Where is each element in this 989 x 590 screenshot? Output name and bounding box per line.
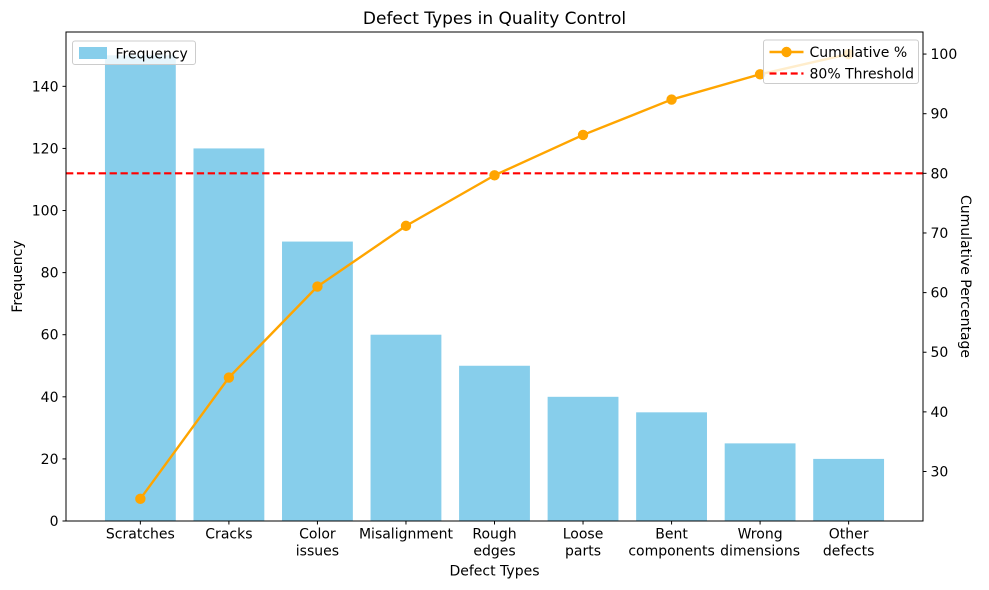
- y-left-tick-label: 0: [50, 514, 59, 530]
- y-left-tick-label: 80: [41, 266, 59, 282]
- legend-frequency-swatch: [79, 47, 107, 59]
- bar-cracks: [193, 148, 265, 521]
- legend-cumulative: Cumulative % 80% Threshold: [763, 39, 919, 84]
- legend-frequency-label: Frequency: [116, 47, 188, 63]
- legend-cumulative-marker-sample: [781, 46, 792, 58]
- y-right-tick-label: 60: [931, 286, 949, 302]
- cumulative-marker-wrong-dimensions: [754, 69, 766, 80]
- x-tick-label-loose-parts: Loose parts: [563, 527, 604, 560]
- cumulative-marker-misalignment: [400, 220, 412, 232]
- x-tick-label-rough-edges: Rough edges: [472, 527, 516, 560]
- cumulative-marker-rough-edges: [489, 170, 500, 181]
- x-axis-label: Defect Types: [449, 564, 539, 580]
- y-left-tick-label: 20: [41, 452, 59, 468]
- y-left-tick-label: 60: [41, 328, 59, 344]
- chart-title: Defect Types in Quality Control: [363, 9, 626, 29]
- x-tick-label-misalignment: Misalignment: [359, 527, 454, 543]
- y-right-tick-label: 80: [931, 166, 949, 182]
- bar-bent-components: [636, 412, 707, 521]
- bar-wrong-dimensions: [724, 443, 796, 521]
- cumulative-markers: [135, 48, 854, 505]
- y-right-tick-label: 90: [931, 107, 949, 123]
- bar-rough-edges: [459, 365, 530, 521]
- y-left-tick-label: 140: [32, 79, 59, 95]
- y-right-tick-label: 70: [931, 226, 949, 242]
- y-axis-label-left: Frequency: [10, 240, 26, 312]
- cumulative-marker-loose-parts: [577, 129, 589, 141]
- y-left-tick-label: 100: [32, 204, 59, 220]
- cumulative-marker-bent-components: [666, 94, 677, 105]
- bar-loose-parts: [547, 396, 619, 521]
- y-left-tick-label: 40: [41, 390, 59, 406]
- y-axis-label-right: Cumulative Percentage: [957, 195, 973, 358]
- bar-misalignment: [370, 334, 442, 521]
- cumulative-marker-scratches: [135, 493, 146, 505]
- cumulative-marker-color-issues: [312, 281, 323, 292]
- cumulative-marker-cracks: [223, 372, 235, 383]
- legend-threshold-label: 80% Threshold: [810, 67, 915, 83]
- y-right-tick-label: 50: [931, 345, 949, 361]
- y-right-tick-label: 100: [931, 47, 958, 63]
- y-right-tick-label: 40: [931, 405, 949, 421]
- x-tick-label-wrong-dimensions: Wrong dimensions: [720, 527, 800, 560]
- x-tick-label-other-defects: Other defects: [823, 527, 875, 560]
- y-right-tick-label: 30: [931, 465, 949, 481]
- y-axis-left-ticks: 0 20 40 60 80 100 120 140: [32, 79, 66, 530]
- x-tick-label-cracks: Cracks: [205, 527, 252, 543]
- x-tick-label-bent-components: Bent components: [628, 527, 715, 560]
- x-axis-ticks: Scratches Cracks Color issues Misalignment Ro…: [106, 521, 874, 560]
- bar-other-defects: [813, 458, 885, 521]
- frequency-bars: [104, 55, 885, 521]
- legend-frequency: Frequency: [72, 40, 196, 65]
- legend-cumulative-label: Cumulative %: [810, 45, 908, 61]
- x-tick-label-scratches: Scratches: [106, 527, 175, 543]
- x-tick-label-color-issues: Color issues: [296, 527, 339, 560]
- y-axis-right-ticks: 30 40 50 60 70 80 90 100: [923, 47, 958, 481]
- y-left-tick-label: 120: [32, 141, 59, 157]
- bar-scratches: [104, 55, 176, 521]
